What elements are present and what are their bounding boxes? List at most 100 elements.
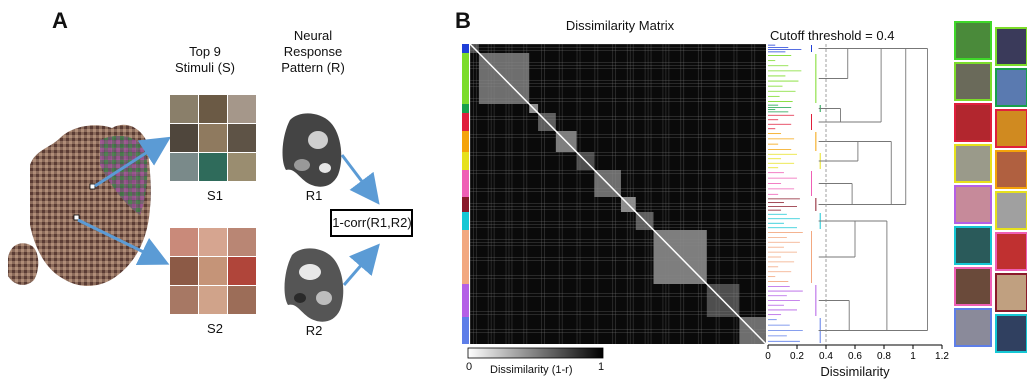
matrix-streak-v bbox=[490, 44, 492, 344]
matrix-streak-v bbox=[715, 44, 717, 344]
matrix-streak-h bbox=[470, 191, 766, 192]
matrix-streak-v bbox=[754, 44, 756, 344]
matrix-streak-h bbox=[470, 311, 766, 312]
matrix-streak-v bbox=[632, 44, 634, 344]
matrix-streak-v bbox=[718, 44, 720, 344]
matrix-streak-h bbox=[470, 98, 766, 99]
arrow-r1-to-formula bbox=[340, 154, 380, 205]
thumbnail-right bbox=[995, 27, 1027, 66]
matrix-streak-v bbox=[508, 44, 510, 344]
thumbnail-left bbox=[954, 308, 992, 347]
matrix-block bbox=[635, 212, 654, 230]
matrix-diagonal bbox=[469, 43, 767, 345]
matrix-streak-h bbox=[470, 86, 766, 87]
matrix-block bbox=[538, 113, 556, 131]
matrix-streak-h bbox=[470, 209, 766, 210]
r2-label: R2 bbox=[305, 323, 323, 338]
matrix-streak-v bbox=[472, 44, 474, 344]
matrix-block bbox=[706, 284, 740, 317]
matrix-block bbox=[555, 131, 577, 152]
matrix-streak-h bbox=[470, 278, 766, 279]
matrix-streak-h bbox=[470, 221, 766, 222]
top9-label-line1: Top 9 bbox=[189, 44, 221, 59]
matrix-streak-v bbox=[629, 44, 631, 344]
arrow-to-s2 bbox=[77, 218, 170, 265]
r2-response-map bbox=[284, 248, 344, 322]
matrix-streak-v bbox=[683, 44, 685, 344]
matrix-block bbox=[576, 152, 595, 170]
neural-response-label: Neural Response Pattern (R) bbox=[268, 28, 358, 76]
matrix-block bbox=[739, 317, 766, 344]
matrix-streak-h bbox=[470, 275, 766, 276]
matrix-streak-v bbox=[647, 44, 649, 344]
thumbnail-right bbox=[995, 68, 1027, 107]
matrix-streak-v bbox=[505, 44, 507, 344]
thumbnail-right bbox=[995, 109, 1027, 148]
dendro-tick-label: 0.6 bbox=[848, 351, 862, 362]
thumbnail-left bbox=[954, 185, 992, 224]
matrix-streak-v bbox=[594, 44, 596, 344]
matrix-streak-h bbox=[470, 62, 766, 63]
matrix-streak-h bbox=[470, 245, 766, 246]
matrix-streak-h bbox=[470, 101, 766, 102]
thumbnail-right bbox=[995, 314, 1027, 353]
strip-segment bbox=[462, 317, 469, 344]
nrp-label-line1: Neural bbox=[293, 28, 333, 43]
top9-stimuli-label: Top 9 Stimuli (S) bbox=[160, 44, 250, 76]
s1-label: S1 bbox=[207, 188, 223, 203]
matrix-streak-h bbox=[470, 293, 766, 294]
matrix-streak-h bbox=[470, 260, 766, 261]
matrix-streak-h bbox=[470, 329, 766, 330]
thumbnail-left bbox=[954, 62, 992, 101]
matrix-streak-v bbox=[626, 44, 628, 344]
matrix-streak-v bbox=[700, 44, 702, 344]
dissimilarity-matrix bbox=[470, 44, 766, 344]
s1-stimuli-grid bbox=[170, 95, 256, 181]
dendro-tick-label: 0.4 bbox=[819, 351, 833, 362]
cluster-side-strip bbox=[462, 44, 469, 344]
matrix-block bbox=[653, 230, 707, 284]
matrix-streak-v bbox=[579, 44, 581, 344]
matrix-streak-v bbox=[668, 44, 670, 344]
dendro-ticks: 0 0.2 0.4 0.6 0.8 1 1.2 bbox=[765, 345, 949, 362]
panel-a-letter: A bbox=[52, 8, 68, 33]
thumbnail-right bbox=[995, 191, 1027, 230]
strip-segment bbox=[462, 197, 469, 212]
strip-segment bbox=[462, 113, 469, 131]
matrix-streak-h bbox=[470, 170, 766, 171]
matrix-streak-h bbox=[470, 47, 766, 48]
matrix-streak-v bbox=[612, 44, 614, 344]
dendro-tick-label: 0.8 bbox=[877, 351, 891, 362]
matrix-streak-h bbox=[470, 83, 766, 84]
matrix-streak-v bbox=[487, 44, 489, 344]
formula-box bbox=[330, 209, 413, 237]
strip-segment bbox=[462, 170, 469, 197]
matrix-streak-v bbox=[680, 44, 682, 344]
matrix-streak-h bbox=[470, 188, 766, 189]
matrix-streak-h bbox=[470, 80, 766, 81]
matrix-block bbox=[478, 53, 530, 104]
matrix-streak-h bbox=[470, 203, 766, 204]
r1-response-map bbox=[282, 113, 342, 187]
matrix-block bbox=[594, 170, 621, 197]
nrp-label-line3: Pattern (R) bbox=[281, 60, 345, 75]
matrix-streak-v bbox=[526, 44, 528, 344]
nrp-label-line2: Response bbox=[283, 44, 343, 59]
strip-segment bbox=[462, 104, 469, 113]
matrix-streak-v bbox=[650, 44, 652, 344]
matrix-streak-v bbox=[665, 44, 667, 344]
matrix-streak-v bbox=[751, 44, 753, 344]
dendrogram bbox=[768, 44, 928, 343]
thumbnail-left bbox=[954, 226, 992, 265]
matrix-streak-h bbox=[470, 134, 766, 135]
matrix-streak-v bbox=[475, 44, 477, 344]
matrix-block bbox=[470, 44, 479, 53]
thumbnail-left bbox=[954, 103, 992, 142]
panel-b-letter: B bbox=[455, 8, 471, 33]
matrix-streak-v bbox=[523, 44, 525, 344]
matrix-streak-h bbox=[470, 257, 766, 258]
cortex-map bbox=[8, 124, 151, 286]
cutoff-label: Cutoff threshold = 0.4 bbox=[770, 28, 895, 43]
matrix-streak-v bbox=[470, 44, 471, 344]
matrix-streak-h bbox=[470, 206, 766, 207]
